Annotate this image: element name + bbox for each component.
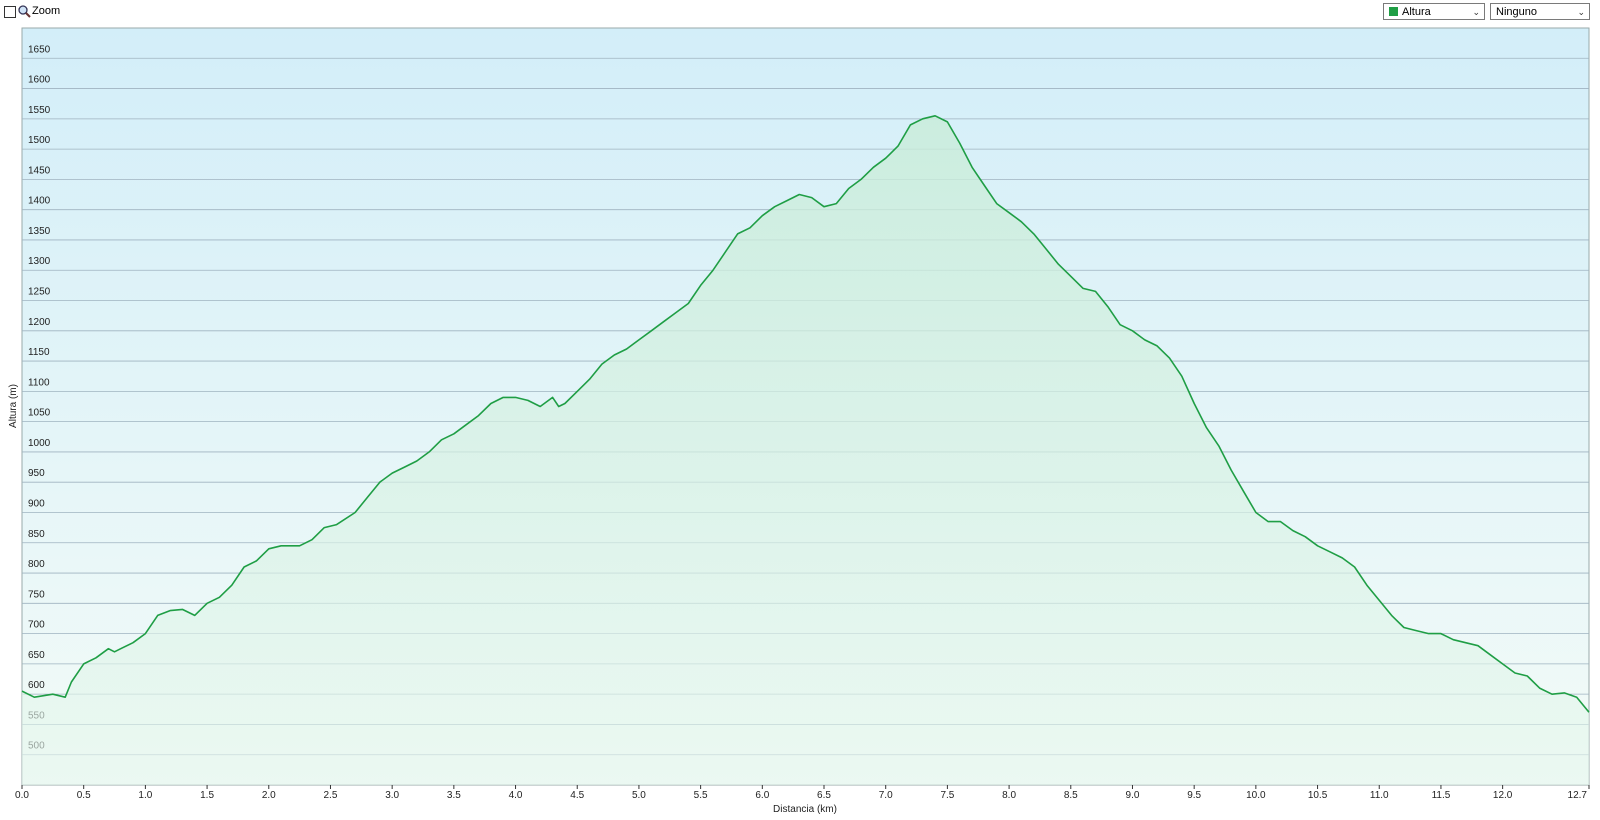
y-tick-label: 750	[28, 589, 45, 600]
x-tick-label: 9.5	[1187, 790, 1201, 801]
secondary-select[interactable]: Ninguno ⌄	[1490, 3, 1590, 20]
x-tick-label: 5.5	[694, 790, 708, 801]
x-tick-label: 8.5	[1064, 790, 1078, 801]
x-axis-title: Distancia (km)	[773, 804, 837, 815]
series-select[interactable]: Altura ⌄	[1383, 3, 1485, 20]
y-tick-label: 1600	[28, 75, 51, 86]
series-swatch	[1389, 7, 1398, 16]
x-tick-label: 8.0	[1002, 790, 1016, 801]
series-select-text: Altura	[1402, 6, 1431, 18]
y-tick-label: 850	[28, 529, 45, 540]
x-tick-label: 12.0	[1493, 790, 1513, 801]
elevation-line	[21, 115, 1590, 713]
secondary-select-text: Ninguno	[1496, 6, 1537, 18]
toolbar: Zoom Altura ⌄ Ninguno ⌄	[0, 0, 1600, 24]
y-axis-title: Altura (m)	[8, 384, 19, 428]
x-tick-label: 7.5	[940, 790, 954, 801]
y-tick-label: 1400	[28, 196, 51, 207]
x-tick-label: 2.5	[324, 790, 338, 801]
x-tick-label: 2.0	[262, 790, 276, 801]
y-tick-label: 950	[28, 468, 45, 479]
y-tick-label: 600	[28, 680, 45, 691]
y-tick-label: 1650	[28, 44, 51, 55]
y-tick-label: 1300	[28, 256, 51, 267]
x-tick-label: 3.0	[385, 790, 399, 801]
x-tick-label: 6.5	[817, 790, 831, 801]
y-tick-label: 1100	[28, 377, 50, 388]
y-tick-label: 1200	[28, 317, 51, 328]
x-tick-label: 4.0	[509, 790, 523, 801]
y-tick-label: 1000	[28, 438, 51, 449]
x-tick-label: 7.0	[879, 790, 893, 801]
x-tick-label: 9.0	[1126, 790, 1140, 801]
x-tick-label: 12.7	[1568, 790, 1588, 801]
x-tick-label: 11.5	[1432, 790, 1451, 801]
zoom-icon	[18, 5, 31, 18]
x-tick-label: 0.0	[15, 790, 29, 801]
y-tick-label: 800	[28, 559, 45, 570]
x-tick-label: 5.0	[632, 790, 646, 801]
x-tick-label: 0.5	[77, 790, 91, 801]
x-tick-label: 1.5	[200, 790, 214, 801]
y-tick-label: 1050	[28, 408, 51, 419]
x-tick-label: 4.5	[570, 790, 584, 801]
y-tick-label: 650	[28, 650, 45, 661]
y-tick-label: 1350	[28, 226, 51, 237]
x-tick-label: 1.0	[138, 790, 152, 801]
x-tick-label: 10.5	[1308, 790, 1328, 801]
x-tick-label: 3.5	[447, 790, 461, 801]
y-tick-label: 900	[28, 498, 45, 509]
x-tick-label: 11.0	[1370, 790, 1389, 801]
area-fill	[22, 115, 1589, 786]
y-tick-label: 1500	[28, 135, 51, 146]
x-tick-label: 10.0	[1246, 790, 1266, 801]
y-tick-label: 1550	[28, 105, 51, 116]
y-tick-label: 1250	[28, 287, 51, 298]
y-tick-label: 700	[28, 620, 45, 631]
y-tick-label: 1150	[28, 347, 50, 358]
x-tick-label: 6.0	[755, 790, 769, 801]
y-tick-label: 1450	[28, 165, 51, 176]
zoom-label: Zoom	[32, 5, 61, 17]
zoom-checkbox[interactable]	[4, 6, 16, 18]
